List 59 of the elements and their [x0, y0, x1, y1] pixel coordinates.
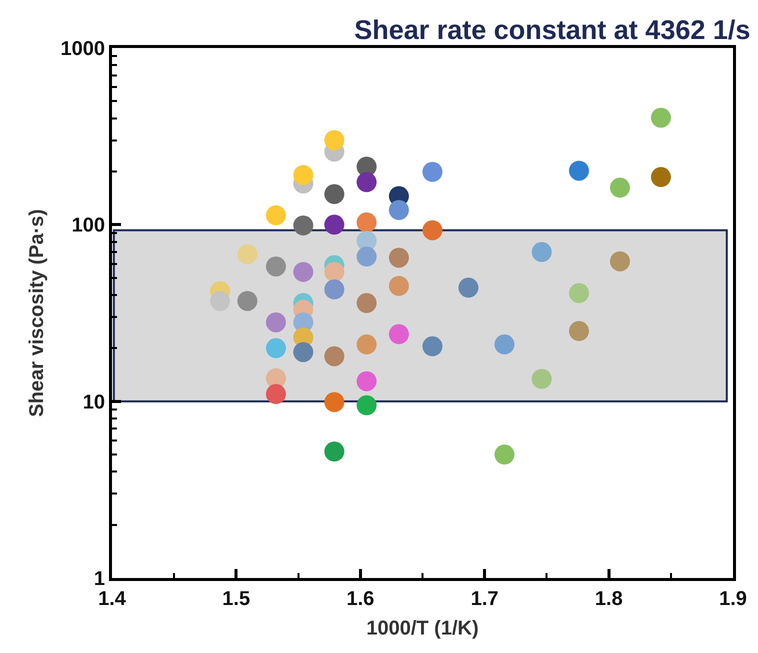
- point: [422, 162, 442, 182]
- point: [324, 346, 344, 366]
- x-tick-label: 1.7: [470, 588, 499, 610]
- x-tick-label: 1.5: [222, 588, 250, 610]
- x-tick-label: 1.8: [594, 588, 623, 610]
- point: [266, 205, 286, 226]
- x-tick-label: 1.6: [346, 588, 374, 610]
- point: [324, 214, 344, 235]
- point: [356, 371, 377, 392]
- point: [266, 256, 286, 276]
- point: [388, 248, 409, 268]
- y-tick-label: 10: [82, 391, 105, 414]
- y-tick-label: 100: [72, 214, 105, 237]
- point: [422, 336, 442, 356]
- point: [494, 334, 514, 354]
- y-tick-label: 1: [94, 568, 105, 590]
- point: [324, 442, 344, 462]
- point: [388, 200, 409, 220]
- y-tick-label: 1000: [60, 38, 105, 60]
- point: [237, 244, 258, 264]
- point: [266, 338, 286, 358]
- point: [210, 290, 230, 311]
- x-tick-label: 1.4: [98, 588, 127, 610]
- point: [569, 283, 589, 304]
- point: [293, 342, 314, 362]
- x-axis-title: 1000/T (1/K): [366, 618, 479, 640]
- point: [610, 251, 630, 272]
- x-tick-label: 1.9: [719, 588, 747, 610]
- point: [324, 184, 344, 204]
- chart-title: Shear rate constant at 4362 1/s: [354, 14, 750, 45]
- point: [650, 167, 671, 188]
- point: [610, 178, 630, 198]
- point: [494, 444, 514, 465]
- point: [324, 262, 344, 282]
- point: [422, 220, 442, 240]
- point: [324, 392, 344, 412]
- point: [324, 130, 344, 150]
- point: [356, 293, 377, 314]
- point: [356, 212, 377, 232]
- point: [388, 276, 409, 296]
- point: [356, 172, 377, 192]
- point: [532, 242, 552, 262]
- point: [266, 384, 286, 404]
- point: [532, 368, 552, 389]
- point: [356, 334, 377, 354]
- point: [650, 108, 671, 128]
- point: [266, 312, 286, 332]
- point: [237, 290, 258, 311]
- point: [458, 278, 478, 298]
- point: [569, 160, 589, 181]
- point: [293, 165, 314, 186]
- point: [293, 262, 314, 282]
- y-axis-title: Shear viscosity (Pa·s): [26, 209, 48, 417]
- point: [293, 215, 314, 236]
- point: [388, 324, 409, 344]
- point: [356, 395, 377, 416]
- point: [324, 279, 344, 300]
- point: [356, 246, 377, 267]
- point: [569, 321, 589, 342]
